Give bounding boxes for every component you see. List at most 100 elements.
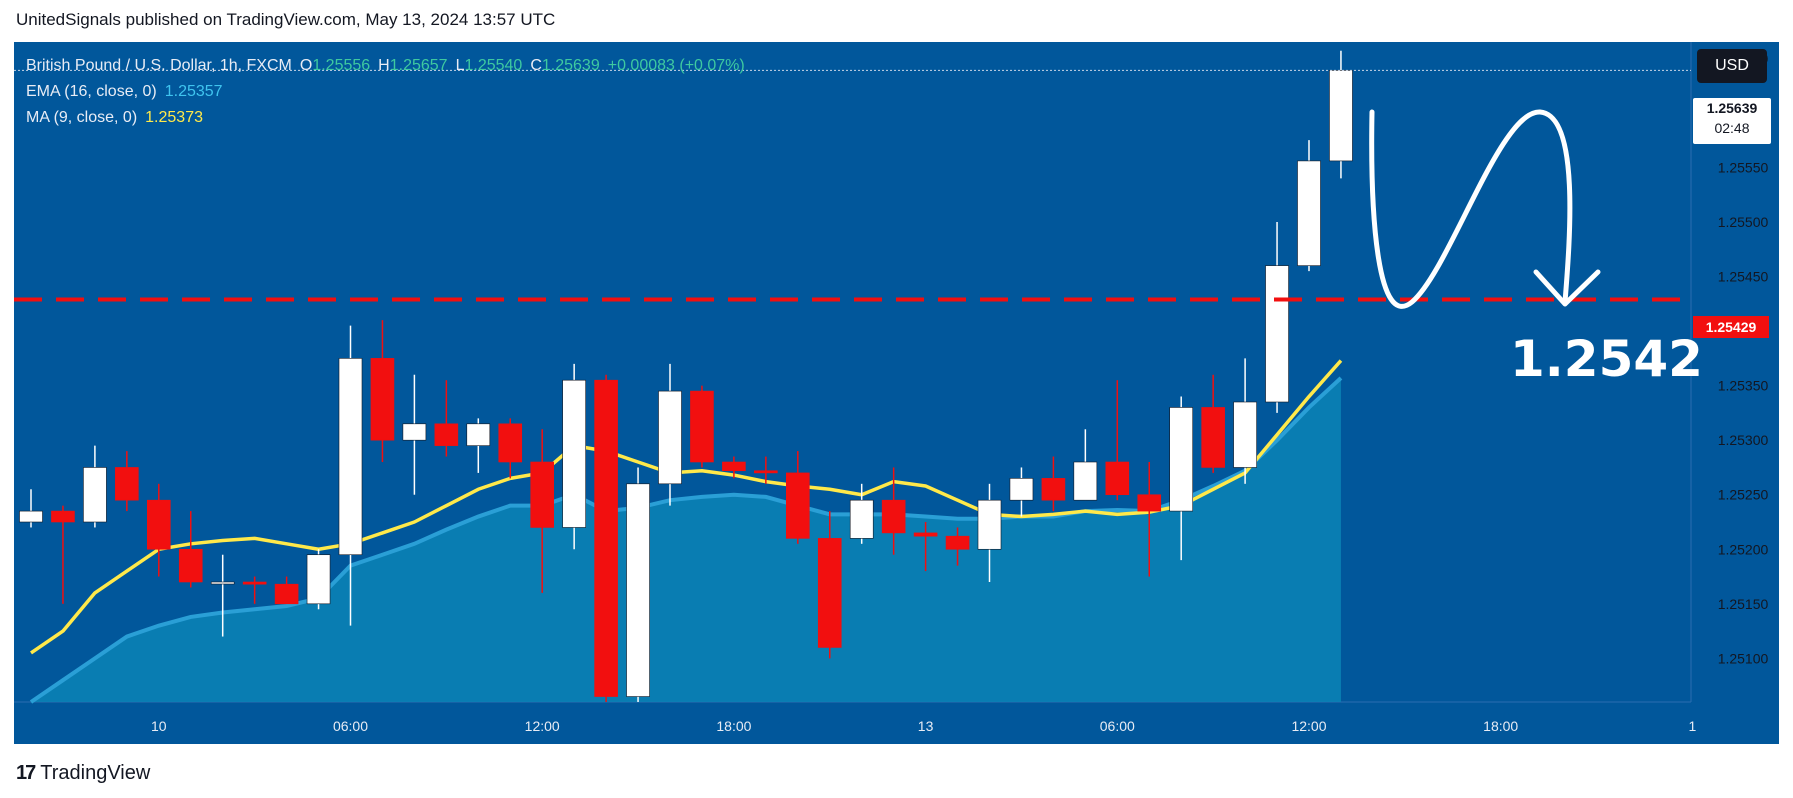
candle [722,456,746,479]
candle-body [178,548,203,583]
candle [1329,50,1353,179]
candle [626,467,650,702]
candle [1297,140,1321,272]
price-tick-label: 1.25250 [1718,487,1769,503]
candle [338,325,363,626]
price-tick-label: 1.25350 [1718,378,1769,394]
candle [466,418,491,473]
candle-body [306,554,331,605]
time-tick-label: 1 [1689,718,1697,734]
projection-path [1369,109,1573,309]
candle-body [1233,401,1257,468]
candle-body [1105,461,1130,496]
candle [115,451,139,512]
legend-ema-row[interactable]: EMA (16, close, 0) 1.25357 [26,79,745,105]
candle-body [754,470,778,474]
candle-body [242,581,267,585]
candle-body [210,581,235,585]
candle [785,451,810,544]
time-tick-label: 12:00 [525,718,560,734]
price-tick-label: 1.25550 [1718,159,1769,175]
published-line: UnitedSignals published on TradingView.c… [16,10,556,29]
candle [1041,456,1066,512]
candle [83,445,107,528]
candle [370,320,395,462]
candle [913,522,938,572]
candle-body [1265,265,1289,403]
ohlc-low: 1.25540 [464,57,523,74]
ohlc-low-label: L [455,57,465,74]
ema-label: EMA (16, close, 0) [26,83,157,100]
ohlc-high-label: H [378,57,390,74]
tradingview-logo[interactable]: 17 TradingView [16,762,150,785]
candle-body [434,423,459,446]
ma-line [30,359,1343,655]
candle [754,456,778,484]
candle-body [466,423,491,446]
legend-ma-row[interactable]: MA (9, close, 0) 1.25373 [26,105,745,131]
ohlc-high: 1.25657 [389,57,448,74]
candle [402,374,427,495]
candle-body [147,499,171,550]
arrow-head-icon [1533,269,1601,307]
candle-body [274,583,299,605]
legend-symbol-row: British Pound / U.S. Dollar, 1h, FXCM O1… [26,53,745,79]
candle-body [83,467,107,523]
ma-line-path [30,359,1343,655]
candle-body [1169,407,1193,512]
price-tick-label: 1.25100 [1718,650,1769,666]
candle-body [690,390,714,463]
candle-body [115,467,139,501]
candle-body [562,379,586,528]
candle-body [19,510,43,523]
candle-body [51,510,75,523]
candle-body [338,358,363,556]
time-tick-label: 12:00 [1291,718,1326,734]
candle [434,380,459,457]
candle-body [1329,70,1353,162]
candle [562,363,586,550]
candle [849,483,874,544]
ohlc-open-label: O [299,57,313,74]
time-tick-label: 18:00 [1483,718,1518,734]
ema-line [29,376,1343,704]
candle-body [1009,478,1034,501]
ohlc-change: +0.00083 (+0.07%) [607,57,745,74]
ema-area [29,376,1343,704]
symbol-title[interactable]: British Pound / U.S. Dollar, 1h, FXCM [26,57,292,74]
candle [1009,467,1034,517]
ema-value: 1.25357 [164,83,223,100]
candle [1105,380,1130,501]
price-tick-label: 1.25450 [1718,269,1769,285]
candle-body [658,390,682,485]
candle [690,385,714,468]
target-price-annotation: 1.2542 [1510,330,1703,388]
time-tick-label: 18:00 [716,718,751,734]
candle-body [402,423,427,441]
price-tick-label: 1.25150 [1718,596,1769,612]
candle [147,483,171,577]
candle-body [881,499,906,534]
candle-body [785,472,810,539]
price-tick-label: 1.25300 [1718,432,1769,448]
candle [977,483,1002,582]
candle [594,374,618,702]
candle-body [626,483,650,697]
support-level-tag: 1.25429 [1693,316,1769,338]
tradingview-logo-icon: 17 [16,762,36,784]
ohlc-open: 1.25556 [312,57,371,74]
candle-body [370,358,395,441]
candle [945,527,970,566]
candle-body [530,461,555,528]
candle [210,554,235,637]
ohlc-close: 1.25639 [541,57,600,74]
candle-body [913,532,938,537]
candle [1169,396,1193,561]
candle-body [594,379,618,697]
candle-body [945,535,970,550]
candle [658,363,682,506]
currency-button[interactable]: USD [1697,49,1767,83]
chart-legend: British Pound / U.S. Dollar, 1h, FXCM O1… [26,53,745,131]
candle [1201,374,1225,473]
ma-value: 1.25373 [145,109,203,126]
